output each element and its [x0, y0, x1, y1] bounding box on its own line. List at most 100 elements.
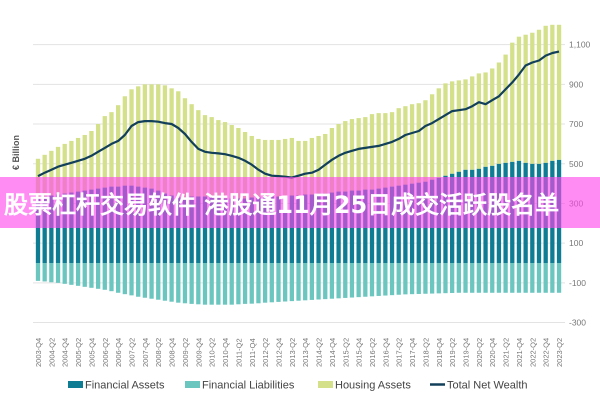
financial-liabilities-bar — [309, 263, 315, 300]
financial-liabilities-bar — [490, 263, 495, 293]
financial-liabilities-bar — [510, 263, 515, 293]
financial-liabilities-bar — [483, 263, 488, 293]
financial-liabilities-bar — [69, 263, 74, 285]
financial-liabilities-bar — [149, 263, 154, 299]
housing-assets-bar — [176, 91, 181, 198]
housing-assets-bar — [516, 36, 522, 161]
housing-assets-bar — [209, 117, 214, 198]
financial-liabilities-bar — [109, 263, 114, 292]
housing-assets-bar — [510, 42, 515, 162]
financial-liabilities-bar — [289, 263, 294, 302]
x-tick-label: 2009-Q2 — [181, 338, 190, 367]
financial-assets-bar — [202, 196, 208, 263]
financial-liabilities-bar — [276, 263, 281, 302]
housing-assets-bar — [463, 79, 468, 170]
financial-assets-bar — [323, 193, 328, 263]
housing-assets-bar — [55, 146, 61, 195]
x-tick-label: 2020-Q2 — [475, 338, 484, 367]
housing-assets-bar — [236, 128, 241, 199]
financial-assets-bar — [209, 197, 214, 263]
housing-assets-bar — [249, 135, 254, 198]
housing-assets-bar — [530, 32, 535, 164]
x-tick-label: 2018-Q2 — [421, 338, 430, 367]
financial-assets-bar — [62, 193, 67, 263]
housing-assets-bar — [336, 124, 341, 192]
financial-assets-bar — [35, 197, 41, 263]
housing-assets-bar — [89, 130, 94, 190]
housing-assets-bar — [75, 137, 81, 192]
financial-liabilities-bar — [176, 263, 181, 303]
x-tick-label: 2006-Q2 — [101, 338, 110, 367]
x-tick-label: 2022-Q2 — [528, 338, 537, 367]
housing-assets-bar — [383, 113, 388, 188]
housing-assets-bar — [450, 81, 455, 174]
financial-liabilities-bar — [169, 263, 174, 302]
financial-liabilities-bar — [530, 263, 535, 293]
x-tick-label: 2011-Q4 — [248, 338, 257, 367]
financial-liabilities-bar — [323, 263, 328, 300]
financial-liabilities-bar — [423, 263, 428, 294]
x-tick-label: 2010-Q2 — [208, 338, 217, 367]
financial-liabilities-bar — [129, 263, 134, 296]
y-tick-label: 100 — [569, 238, 583, 248]
financial-liabilities-bar — [416, 263, 421, 294]
housing-assets-bar — [503, 54, 508, 163]
x-tick-label: 2005-Q2 — [74, 338, 83, 367]
financial-liabilities-bar — [136, 263, 141, 297]
financial-assets-bar — [316, 193, 321, 263]
financial-assets-bar — [222, 198, 228, 263]
bars — [35, 24, 562, 305]
x-tick-label: 2006-Q4 — [114, 338, 123, 367]
housing-assets-bar — [283, 138, 288, 196]
legend: Financial Assets Financial Liabilities Hou… — [68, 380, 528, 392]
total-net-wealth-legend-label: Total Net Wealth — [447, 380, 528, 392]
housing-assets-bar — [182, 98, 188, 198]
financial-assets-bar — [162, 193, 168, 263]
financial-liabilities-bar — [356, 263, 361, 298]
housing-assets-bar — [389, 112, 395, 187]
financial-liabilities-bar — [262, 263, 268, 303]
housing-assets-bar — [136, 86, 141, 187]
net-wealth-line — [37, 50, 560, 179]
financial-liabilities-bar — [336, 263, 341, 299]
financial-liabilities-bar — [383, 263, 388, 296]
financial-liabilities-bar — [463, 263, 468, 293]
housing-assets-bar — [309, 137, 315, 195]
housing-assets-bar — [269, 139, 274, 197]
financial-assets-bar — [229, 198, 234, 263]
x-tick-label: 2003-Q4 — [34, 338, 43, 367]
financial-liabilities-bar — [269, 263, 274, 303]
housing-assets-bar — [349, 119, 355, 191]
financial-liabilities-bar — [209, 263, 214, 305]
financial-liabilities-bar — [389, 263, 395, 296]
housing-assets-bar — [470, 76, 475, 170]
housing-assets-bar — [196, 110, 201, 197]
financial-liabilities-bar — [403, 263, 408, 295]
financial-liabilities-bar — [456, 263, 461, 293]
housing-assets-bar — [483, 72, 488, 167]
x-tick-label: 2010-Q4 — [221, 338, 230, 367]
housing-assets-legend-swatch — [318, 381, 333, 388]
housing-assets-bar — [262, 139, 268, 198]
x-tick-label: 2007-Q4 — [141, 338, 150, 367]
financial-liabilities-bar — [202, 263, 208, 305]
y-tick-label: -300 — [569, 318, 586, 328]
y-axis-label: € Billion — [11, 135, 21, 170]
housing-assets-bar — [303, 140, 308, 195]
financial-liabilities-legend-swatch — [185, 381, 200, 388]
financial-liabilities-bar — [429, 263, 435, 294]
housing-assets-bar — [62, 143, 67, 194]
y-tick-label: 700 — [569, 119, 583, 129]
housing-assets-bar — [543, 25, 548, 163]
financial-liabilities-bar — [122, 263, 127, 295]
housing-assets-bar — [189, 104, 194, 197]
financial-liabilities-bar — [283, 263, 288, 302]
financial-liabilities-bar — [436, 263, 441, 294]
financial-liabilities-bar — [156, 263, 161, 300]
x-tick-label: 2018-Q4 — [435, 338, 444, 367]
housing-assets-bar — [122, 96, 127, 186]
financial-liabilities-bar — [89, 263, 94, 288]
housing-assets-bar — [409, 104, 415, 184]
housing-assets-bar — [49, 150, 54, 196]
financial-liabilities-bar — [369, 263, 375, 297]
